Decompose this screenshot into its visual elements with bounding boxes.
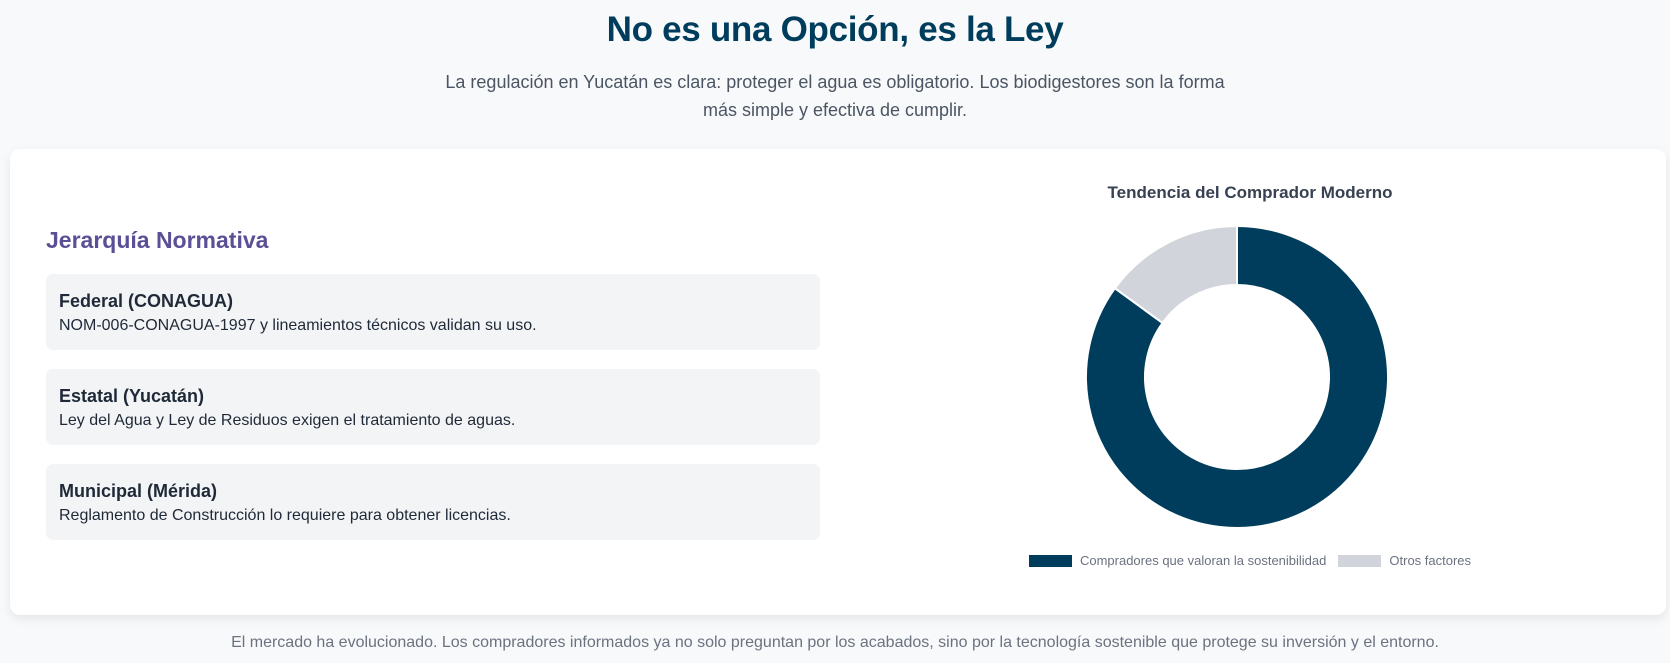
regulation-title: Municipal (Mérida)	[59, 481, 218, 501]
legend-label: Compradores que valoran la sostenibilida…	[1079, 553, 1327, 568]
legend-swatch	[1028, 554, 1072, 567]
legend-swatch	[1338, 554, 1382, 567]
legend-item[interactable]: Compradores que valoran la sostenibilida…	[1028, 553, 1327, 568]
page-title: No es una Opción, es la Ley	[606, 10, 1064, 49]
chart-area: Tendencia del Comprador Moderno Comprado…	[1000, 149, 1500, 615]
regulation-description: NOM-006-CONAGUA-1997 y lineamientos técn…	[59, 317, 537, 334]
footer-note: El mercado ha evolucionado. Los comprado…	[231, 634, 1439, 651]
header: No es una Opción, es la Ley La regulació…	[0, 0, 1670, 124]
regulation-title: Federal (CONAGUA)	[59, 291, 234, 311]
legend-label: Otros factores	[1389, 553, 1472, 568]
donut-slice-otros[interactable]	[1113, 224, 1238, 325]
section-title: Jerarquía Normativa	[46, 227, 269, 253]
regulation-title: Estatal (Yucatán)	[59, 386, 205, 406]
regulation-municipal: Municipal (Mérida) Reglamento de Constru…	[46, 464, 820, 540]
page-subtitle: La regulación en Yucatán es clara: prote…	[445, 72, 1225, 120]
chart-legend: Compradores que valoran la sostenibilida…	[1000, 553, 1500, 568]
regulation-description: Ley del Agua y Ley de Residuos exigen el…	[59, 412, 516, 429]
chart-title: Tendencia del Comprador Moderno	[1107, 183, 1393, 202]
main-card: Jerarquía Normativa Federal (CONAGUA) NO…	[10, 149, 1666, 615]
regulation-federal: Federal (CONAGUA) NOM-006-CONAGUA-1997 y…	[46, 274, 820, 350]
regulation-description: Reglamento de Construcción lo requiere p…	[59, 507, 511, 524]
doughnut-chart	[1085, 224, 1389, 529]
legend-item[interactable]: Otros factores	[1338, 553, 1471, 568]
regulation-estatal: Estatal (Yucatán) Ley del Agua y Ley de …	[46, 369, 820, 445]
normativa-section: Jerarquía Normativa Federal (CONAGUA) NO…	[46, 226, 820, 559]
donut-slice-sostenibilidad[interactable]	[1085, 224, 1389, 529]
